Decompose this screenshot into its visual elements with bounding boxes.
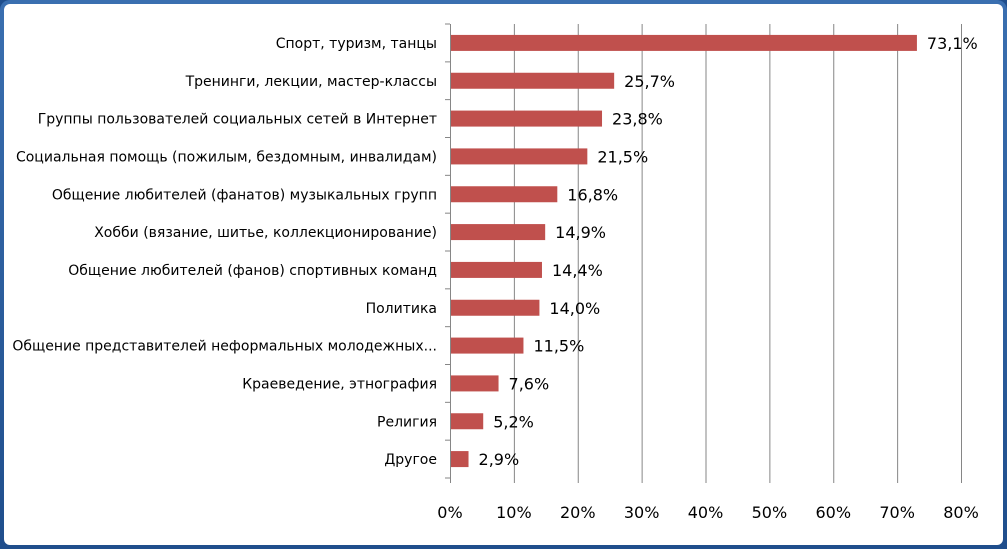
data-label: 73,1% [927,34,978,53]
category-label: Политика [366,301,437,317]
bar-chart: 0% 10% 20% 30% 40% 50% 60% 70% 80% Спорт, туризм,… [12,23,979,522]
bar [451,261,542,278]
data-label: 14,0% [549,299,600,318]
chart-area: 0% 10% 20% 30% 40% 50% 60% 70% 80% Спорт, туризм,… [4,4,1003,545]
bar [451,299,540,316]
category-label: Общение любителей (фанатов) музыкальных … [52,187,437,203]
category-label: Тренинги, лекции, мастер-классы [185,74,437,90]
data-label: 16,8% [567,185,618,204]
data-label: 21,5% [597,147,648,166]
x-tick-label: 30% [624,503,660,522]
bar [451,451,469,468]
x-tick-label: 60% [815,503,851,522]
x-tick-label: 40% [688,503,724,522]
data-label: 5,2% [493,412,534,431]
category-label: Социальная помощь (пожилым, бездомным, и… [16,149,437,165]
bar [451,34,917,51]
x-tick-label: 70% [879,503,915,522]
data-label: 14,9% [555,223,606,242]
data-label: 23,8% [612,110,663,129]
bar [451,110,603,127]
data-label: 11,5% [533,337,584,356]
bar [451,375,499,392]
data-label: 14,4% [552,261,603,280]
category-label: Спорт, туризм, танцы [276,36,437,52]
category-label: Общение представителей неформальных моло… [12,339,437,355]
bar [451,148,588,165]
data-label: 25,7% [624,72,675,91]
x-tick-label: 20% [560,503,596,522]
data-label: 7,6% [509,374,550,393]
x-tick-label: 80% [943,503,979,522]
bar [451,186,558,203]
data-label: 2,9% [479,450,520,469]
category-label: Общение любителей (фанов) спортивных ком… [68,263,437,279]
category-label: Краеведение, этнография [242,376,437,392]
bar [451,224,546,241]
category-label: Хобби (вязание, шитье, коллекционировани… [94,225,437,241]
bar [451,337,524,354]
category-label: Другое [384,452,437,468]
category-label: Группы пользователей социальных сетей в … [38,112,437,128]
bar [451,72,615,89]
category-label: Религия [377,414,437,430]
x-tick-label: 50% [752,503,788,522]
bar [451,413,484,430]
x-tick-label: 0% [437,503,462,522]
x-tick-label: 10% [496,503,532,522]
